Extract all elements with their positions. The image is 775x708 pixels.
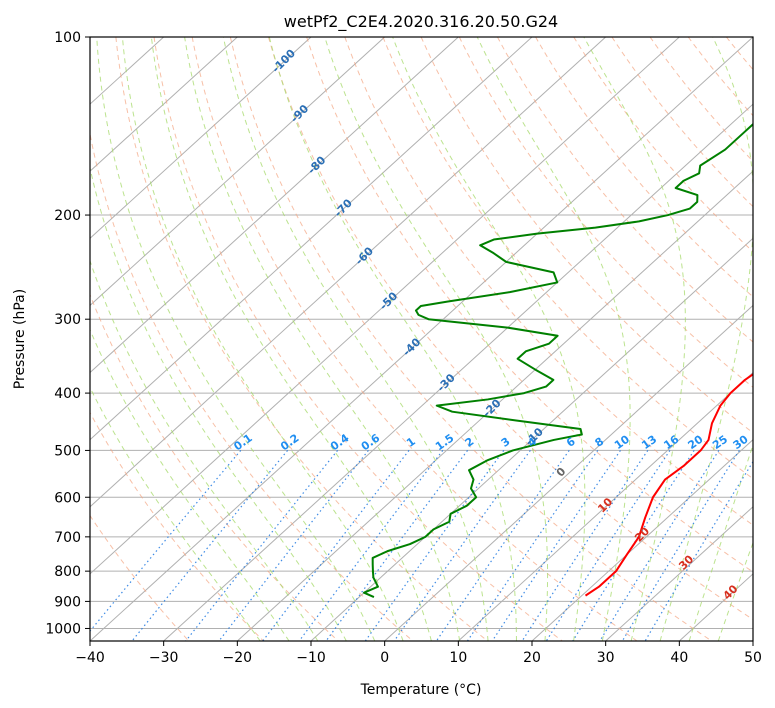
mixing-ratio-line xyxy=(325,450,469,641)
dewpoint-profile xyxy=(363,122,753,599)
x-tick-label: −30 xyxy=(149,650,179,666)
isotherm-gridline xyxy=(163,103,753,641)
y-tick-label: 100 xyxy=(54,30,81,46)
temperature-profile xyxy=(584,373,753,597)
y-tick-label: 900 xyxy=(54,594,81,610)
mixing-ratio-line xyxy=(467,450,599,641)
isotherm-gridline xyxy=(236,170,753,641)
mixing-ratio-line xyxy=(572,450,695,641)
dry-adiabat xyxy=(535,37,753,298)
isotherm-gridline xyxy=(90,37,386,307)
y-tick-label: 800 xyxy=(54,564,81,580)
isotherm-gridline xyxy=(531,438,753,641)
x-tick-label: 10 xyxy=(449,650,467,666)
dry-adiabat xyxy=(153,37,563,641)
dry-adiabat xyxy=(90,411,264,641)
moist-adiabat xyxy=(150,37,432,641)
isotherm-gridline xyxy=(90,37,238,172)
mixing-ratio-line xyxy=(435,450,570,641)
mixing-ratio-line xyxy=(218,450,369,641)
mixing-ratio-line xyxy=(298,450,444,641)
y-tick-label: 500 xyxy=(54,443,81,459)
chart-title: wetPf2_C2E4.2020.316.20.50.G24 xyxy=(284,12,558,32)
moist-adiabat xyxy=(90,259,319,641)
x-tick-label: 40 xyxy=(670,650,688,666)
isotherm-gridline xyxy=(90,37,607,508)
dry-adiabat xyxy=(611,37,753,208)
mixing-ratio-line xyxy=(185,450,339,641)
moist-adiabat xyxy=(688,443,753,641)
dry-adiabat xyxy=(649,37,753,162)
moist-adiabat xyxy=(268,37,517,641)
moist-adiabat xyxy=(90,165,347,641)
x-tick-label: 20 xyxy=(523,650,541,666)
dry-adiabat xyxy=(268,37,753,621)
isotherm-gridline xyxy=(310,237,753,641)
plot-area-frame xyxy=(89,36,754,642)
dry-adiabat xyxy=(496,37,753,343)
x-tick-label: 30 xyxy=(597,650,615,666)
mixing-ratio-line xyxy=(545,450,671,641)
mixing-ratio-line xyxy=(364,450,505,641)
y-tick-label: 700 xyxy=(54,530,81,546)
isotherm-gridline xyxy=(457,371,753,641)
moist-adiabat xyxy=(324,37,549,641)
isotherm-gridline xyxy=(90,37,753,641)
dry-adiabat xyxy=(382,37,753,480)
x-tick-label: −40 xyxy=(75,650,105,666)
dry-adiabat xyxy=(90,131,414,641)
x-tick-label: −20 xyxy=(223,650,253,666)
moist-adiabat xyxy=(476,37,631,641)
x-tick-label: −10 xyxy=(296,650,326,666)
moist-adiabat xyxy=(392,37,586,641)
y-tick-label: 1000 xyxy=(45,621,81,637)
dry-adiabat xyxy=(229,37,712,641)
isotherm-gridline xyxy=(90,37,459,374)
mixing-ratio-line xyxy=(491,450,621,641)
moist-adiabat xyxy=(90,386,261,641)
isotherm-gridline xyxy=(90,37,680,575)
y-axis-label: Pressure (hPa) xyxy=(12,289,28,389)
isotherm-gridline xyxy=(90,37,312,240)
isotherm-gridline xyxy=(384,304,753,641)
y-tick-label: 300 xyxy=(54,312,81,328)
dry-adiabat xyxy=(191,37,638,641)
moist-adiabat xyxy=(184,37,461,641)
dry-adiabat xyxy=(90,293,339,641)
moist-adiabat xyxy=(96,37,376,641)
isotherm-gridline xyxy=(90,37,533,441)
y-tick-label: 200 xyxy=(54,208,81,224)
x-axis-label: Temperature (°C) xyxy=(360,682,482,698)
dry-adiabat xyxy=(306,37,753,573)
y-tick-label: 600 xyxy=(54,490,81,506)
x-tick-label: 0 xyxy=(380,650,389,666)
mixing-ratio-line xyxy=(521,450,649,641)
y-tick-label: 400 xyxy=(54,386,81,402)
mixing-ratio-line xyxy=(262,450,410,641)
moist-adiabat xyxy=(659,37,753,641)
moist-adiabat xyxy=(90,328,290,641)
moist-adiabat xyxy=(121,37,404,641)
dry-adiabat xyxy=(90,514,190,641)
mixing-ratio-line xyxy=(644,460,753,641)
isotherm-gridline xyxy=(605,506,753,641)
x-tick-label: 50 xyxy=(744,650,762,666)
dry-adiabat xyxy=(344,37,753,526)
